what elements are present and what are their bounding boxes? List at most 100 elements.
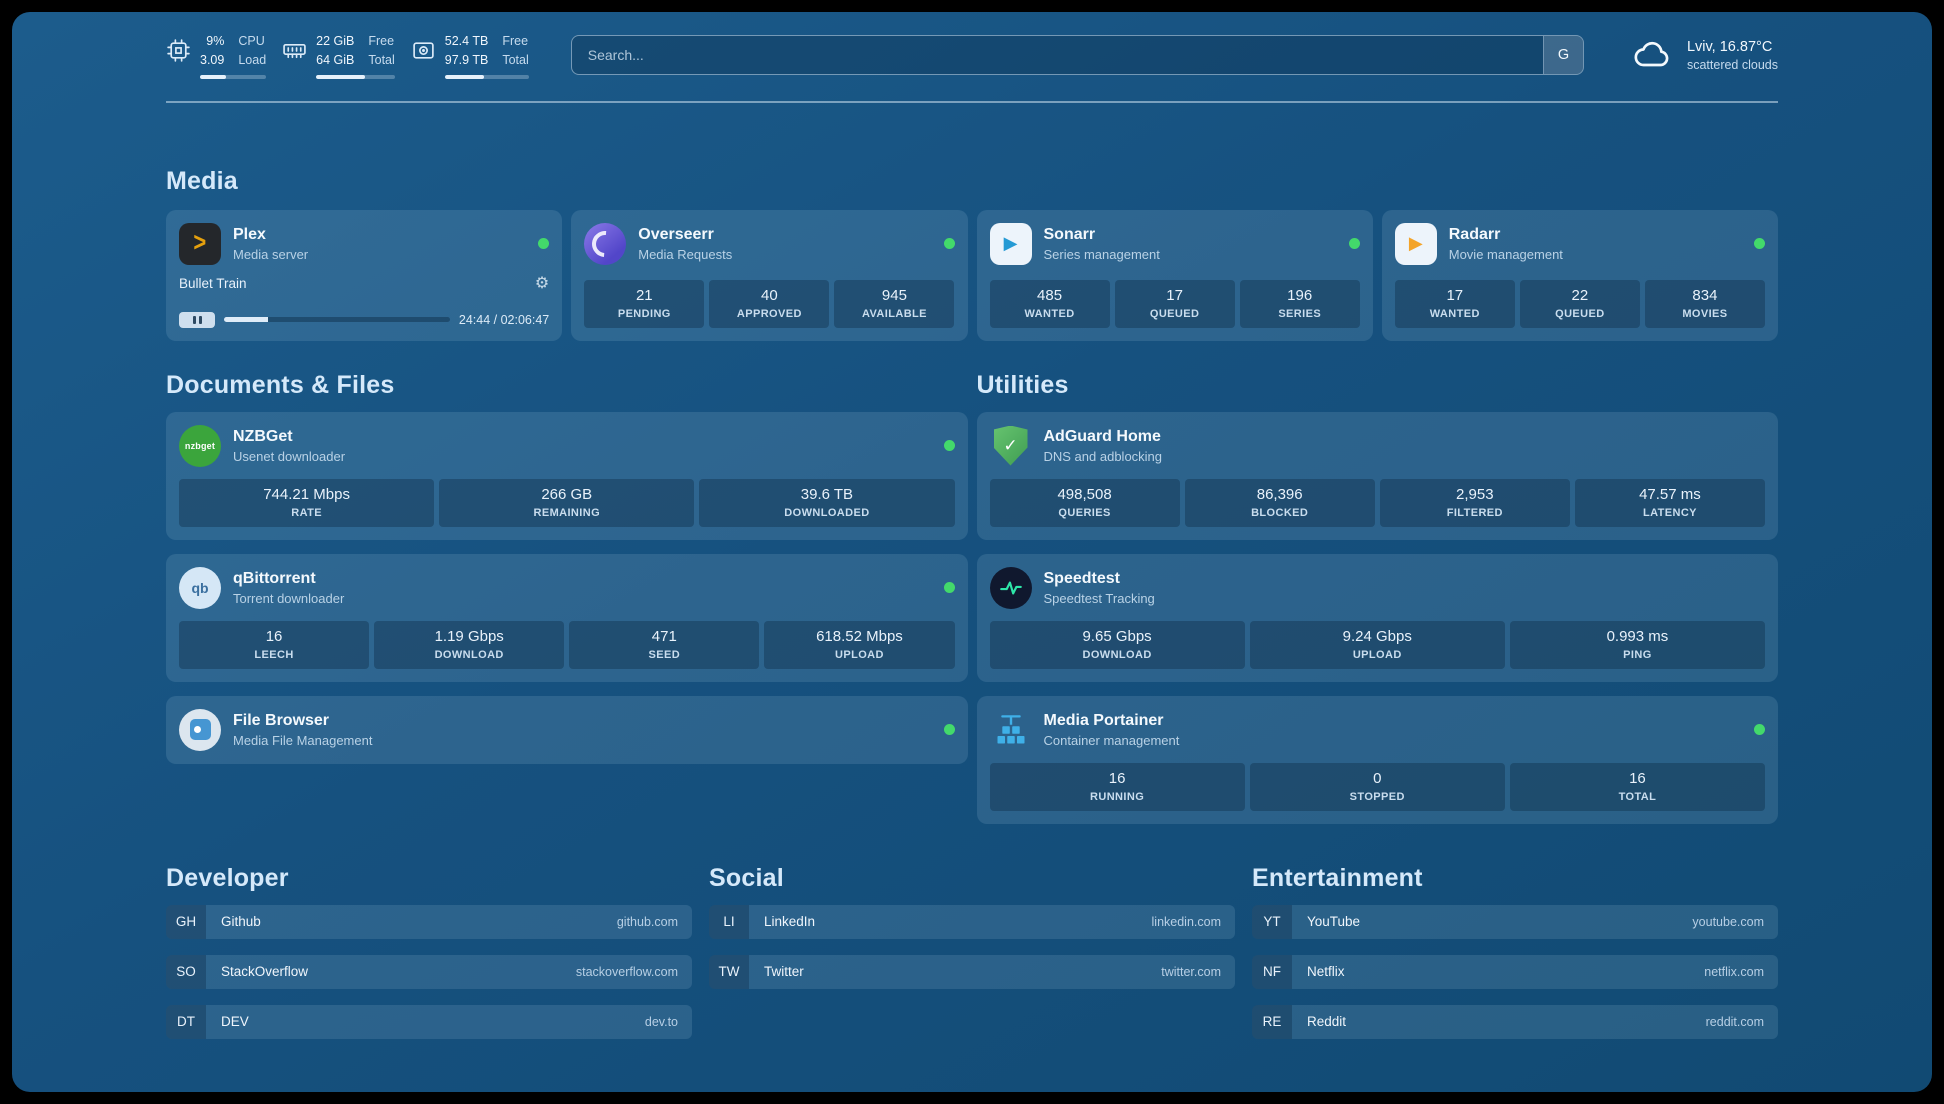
stat-value: 0.993 ms <box>1606 627 1669 645</box>
stat-label: MOVIES <box>1682 307 1728 320</box>
service-stats: 485 WANTED 17 QUEUED 196 SERIES <box>989 268 1360 328</box>
search-input[interactable] <box>571 36 1543 75</box>
bookmark-name: YouTube <box>1307 914 1361 929</box>
stat-tile: 945 AVAILABLE <box>834 279 955 328</box>
stat-tile: 834 MOVIES <box>1644 279 1765 328</box>
stat-label: PENDING <box>617 307 671 320</box>
stat-value: 618.52 Mbps <box>816 627 903 645</box>
stat-value: 16 <box>265 627 283 645</box>
stat-label: DOWNLOAD <box>1082 648 1152 661</box>
plex-icon: > <box>179 222 221 265</box>
weather-widget: Lviv, 16.87°C scattered clouds <box>1630 35 1778 75</box>
disk-widget: 52.4 TB Free 97.9 TB Total <box>411 32 529 79</box>
stat-label: DOWNLOAD <box>434 648 504 661</box>
stat-label: FILTERED <box>1446 506 1503 519</box>
section-utilities: Utilities ✓ AdGuard Home DNS and adblock… <box>976 370 1778 824</box>
service-card-nzbget[interactable]: nzbget NZBGet Usenet downloader 744.21 M… <box>166 411 968 540</box>
disk-total-value: 97.9 TB <box>444 52 489 67</box>
service-card-filebrowser[interactable]: File Browser Media File Management <box>166 695 968 764</box>
service-stats: 498,508 QUERIES 86,396 BLOCKED 2,953 FIL… <box>989 467 1765 527</box>
service-name: Media Portainer <box>1043 711 1164 729</box>
radarr-icon: ▶ <box>1394 222 1437 265</box>
search-provider-button[interactable]: G <box>1542 36 1583 75</box>
system-resources: 9% CPU 3.09 Load <box>166 32 529 79</box>
service-card-plex[interactable]: > Plex Media server Bullet Train ⚙ <box>166 209 563 341</box>
gear-icon[interactable]: ⚙ <box>534 274 550 292</box>
stat-tile: 744.21 Mbps RATE <box>179 478 435 527</box>
memory-icon <box>282 32 307 79</box>
service-card-radarr[interactable]: ▶ Radarr Movie management 17 WANTED <box>1381 209 1778 341</box>
stat-tile: 40 APPROVED <box>709 279 830 328</box>
bookmark-linkedin[interactable]: LI LinkedIn linkedin.com <box>709 904 1235 939</box>
stat-tile: 16 RUNNING <box>989 762 1245 811</box>
stat-label: UPLOAD <box>835 648 884 661</box>
service-card-sonarr[interactable]: ▶ Sonarr Series management 485 WANTED <box>976 209 1373 341</box>
memory-total-value: 64 GiB <box>316 52 355 67</box>
bookmark-stackoverflow[interactable]: SO StackOverflow stackoverflow.com <box>166 954 692 989</box>
status-dot <box>943 440 955 451</box>
disk-free-value: 52.4 TB <box>444 34 489 48</box>
stat-value: 17 <box>1446 286 1464 304</box>
stat-label: DOWNLOADED <box>784 506 870 519</box>
stat-label: QUEUED <box>1555 307 1605 320</box>
adguard-icon: ✓ <box>990 425 1032 467</box>
stat-label: SEED <box>648 648 681 661</box>
stat-value: 834 <box>1692 286 1718 304</box>
dashboard: 9% CPU 3.09 Load <box>12 12 1932 1092</box>
bookmark-url: youtube.com <box>1692 914 1764 929</box>
section-title-utilities: Utilities <box>976 370 1069 399</box>
now-playing-title: Bullet Train <box>179 276 247 291</box>
service-card-adguard[interactable]: ✓ AdGuard Home DNS and adblocking 498,50… <box>976 411 1778 540</box>
service-card-overseerr[interactable]: Overseerr Media Requests 21 PENDING 40 A… <box>571 209 968 341</box>
bookmark-reddit[interactable]: RE Reddit reddit.com <box>1252 1004 1778 1039</box>
stat-value: 9.24 Gbps <box>1342 627 1412 645</box>
section-media: Media > Plex Media server Bullet Train <box>166 167 1778 341</box>
memory-total-label: Total <box>368 52 395 67</box>
bookmark-abbr: YT <box>1252 904 1292 939</box>
bookmark-github[interactable]: GH Github github.com <box>166 904 692 939</box>
cpu-load-value: 3.09 <box>200 52 225 67</box>
stat-value: 47.57 ms <box>1639 485 1701 503</box>
bookmark-netflix[interactable]: NF Netflix netflix.com <box>1252 954 1778 989</box>
bookmark-youtube[interactable]: YT YouTube youtube.com <box>1252 904 1778 939</box>
playback-progress-bar <box>224 317 450 322</box>
service-name: Speedtest <box>1043 569 1120 587</box>
service-stats: 21 PENDING 40 APPROVED 945 AVAILABLE <box>584 268 955 328</box>
section-title-developer: Developer <box>166 863 289 892</box>
stat-label: APPROVED <box>736 307 802 320</box>
weather-location: Lviv, 16.87°C <box>1686 38 1773 55</box>
pause-button[interactable] <box>179 311 215 328</box>
stat-label: WANTED <box>1429 307 1480 320</box>
stat-value: 196 <box>1287 286 1313 304</box>
service-card-portainer[interactable]: Media Portainer Container management 16 … <box>976 695 1778 824</box>
stat-tile: 21 PENDING <box>584 279 705 328</box>
service-card-speedtest[interactable]: Speedtest Speedtest Tracking 9.65 Gbps D… <box>976 553 1778 682</box>
stat-label: LEECH <box>254 648 294 661</box>
stat-tile: 9.24 Gbps UPLOAD <box>1249 620 1505 669</box>
disk-usage-bar <box>444 74 529 79</box>
stat-value: 0 <box>1373 769 1382 787</box>
service-stats: 16 RUNNING 0 STOPPED 16 TOTAL <box>989 751 1766 811</box>
stat-tile: 86,396 BLOCKED <box>1184 478 1375 527</box>
service-card-qbittorrent[interactable]: qb qBittorrent Torrent downloader 16 LEE… <box>166 553 968 682</box>
stat-tile: 47.57 ms LATENCY <box>1574 478 1765 527</box>
stat-value: 21 <box>635 286 653 304</box>
overseerr-icon <box>584 222 627 265</box>
status-dot <box>943 582 955 593</box>
service-stats: 17 WANTED 22 QUEUED 834 MOVIES <box>1394 268 1765 328</box>
stat-label: REMAINING <box>533 506 601 519</box>
memory-free-value: 22 GiB <box>316 34 355 48</box>
bookmark-dev[interactable]: DT DEV dev.to <box>166 1004 692 1039</box>
service-name: Radarr <box>1448 225 1501 243</box>
service-description: Series management <box>1043 246 1160 262</box>
cloud-icon <box>1630 35 1674 75</box>
stat-tile: 196 SERIES <box>1239 279 1360 328</box>
status-dot <box>538 238 550 249</box>
bookmark-twitter[interactable]: TW Twitter twitter.com <box>709 954 1235 989</box>
cpu-usage-bar <box>200 74 267 79</box>
bookmark-group-social: Social LI LinkedIn linkedin.com TW Twitt… <box>709 864 1235 1039</box>
stat-tile: 17 WANTED <box>1394 279 1515 328</box>
bookmark-group-entertainment: Entertainment YT YouTube youtube.com NF … <box>1252 864 1778 1039</box>
bookmark-abbr: RE <box>1252 1004 1292 1039</box>
bookmark-abbr: LI <box>709 904 749 939</box>
